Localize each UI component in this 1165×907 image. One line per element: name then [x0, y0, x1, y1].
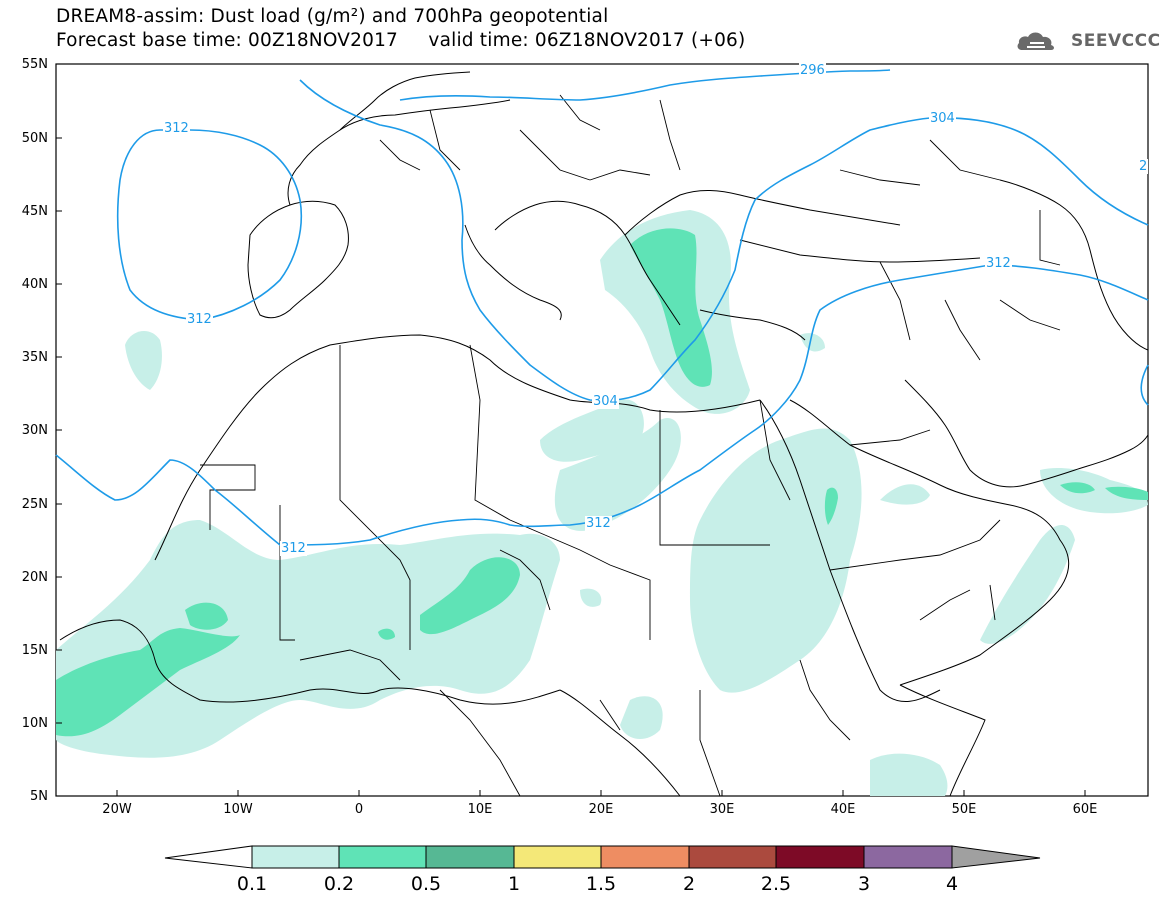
contour-label: 312: [585, 516, 612, 531]
seevccc-logo-icon: [1017, 32, 1054, 50]
lat-label: 10N: [21, 716, 48, 731]
contour-label: 312: [163, 121, 190, 136]
dust-shading-light: [56, 210, 1148, 796]
lon-label: 60E: [1072, 802, 1098, 817]
contour-label: 296: [799, 63, 826, 78]
contour-label: 312: [985, 256, 1012, 271]
dust-shading-medium: [56, 228, 1148, 737]
contour-label: 312: [186, 312, 213, 327]
colorbar-label: 1: [507, 873, 521, 895]
colorbar-bin-7: [775, 845, 865, 869]
colorbar-label: 0.5: [410, 873, 442, 895]
colorbar-label: 2: [682, 873, 696, 895]
lat-label: 45N: [21, 204, 48, 219]
axis-ticks: [56, 63, 1086, 796]
lon-label: 40E: [830, 802, 856, 817]
contour-label: 304: [929, 111, 956, 126]
lon-label: 0: [354, 802, 364, 817]
colorbar-bin-5: [600, 845, 690, 869]
colorbar-over-triangle: [951, 845, 1041, 869]
coastlines: [59, 71, 1149, 797]
lon-label: 10E: [467, 802, 493, 817]
lon-label: 10W: [223, 802, 253, 817]
colorbar-label: 1.5: [585, 873, 617, 895]
colorbar-under-triangle: [164, 845, 253, 869]
contour-label: 304: [592, 394, 619, 409]
lat-label: 15N: [21, 643, 48, 658]
colorbar-bin-4: [513, 845, 602, 869]
map-title: DREAM8-assim: Dust load (g/m²) and 700hP…: [56, 6, 609, 27]
political-borders: [200, 94, 1061, 797]
contour-label: 312: [280, 541, 307, 556]
lat-label: 55N: [21, 57, 48, 72]
colorbar-label: 0.2: [323, 873, 355, 895]
lat-label: 5N: [30, 789, 48, 804]
lon-label: 20E: [588, 802, 614, 817]
lon-label: 30E: [709, 802, 735, 817]
colorbar: [164, 845, 1041, 869]
colorbar-label: 3: [857, 873, 871, 895]
colorbar-bin-2: [338, 845, 427, 869]
lat-label: 40N: [21, 277, 48, 292]
contour-label: 2: [1138, 159, 1149, 174]
lat-label: 25N: [21, 497, 48, 512]
lon-label: 50E: [951, 802, 977, 817]
geopotential-contours: [55, 69, 1149, 546]
lat-label: 50N: [21, 131, 48, 146]
colorbar-bin-8: [863, 845, 953, 869]
logo-text: SEEVCCC: [1071, 31, 1161, 51]
lat-label: 35N: [21, 350, 48, 365]
colorbar-label: 2.5: [760, 873, 792, 895]
lon-label: 20W: [102, 802, 132, 817]
colorbar-label: 0.1: [236, 873, 268, 895]
map-subtitle: Forecast base time: 00Z18NOV2017 valid t…: [56, 30, 746, 51]
colorbar-bin-1: [251, 845, 340, 869]
colorbar-bin-6: [688, 845, 777, 869]
lat-label: 30N: [21, 423, 48, 438]
lat-label: 20N: [21, 570, 48, 585]
colorbar-label: 4: [945, 873, 959, 895]
colorbar-bin-3: [425, 845, 515, 869]
